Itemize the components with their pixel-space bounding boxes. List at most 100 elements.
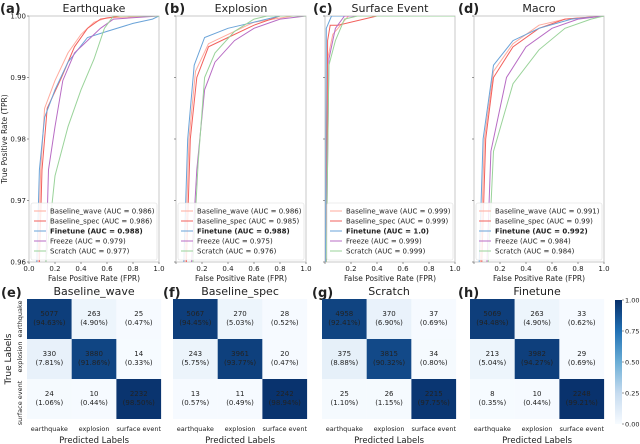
cell-percent: (8.88%) <box>330 359 358 367</box>
confusion-matrix-scratch: (g) Scratch 4958(92.41%) 370(6.90%) 37(0.69%… <box>312 285 456 444</box>
confusion-matrix-finetune: (h) Finetune 5069(94.48%) 263(4.90%) 33(0.62… <box>458 285 639 444</box>
matrix-cell <box>217 339 263 379</box>
x-axis-label: False Positive Rate (FPR) <box>195 274 287 283</box>
x-tick-label: 0.4 <box>75 265 87 273</box>
matrix-cell <box>27 299 72 339</box>
legend: Baseline_wave (AUC = 0.999) Baseline_spec… <box>326 202 454 261</box>
matrix-cell <box>71 339 117 379</box>
legend-entry-finetune: Finetune (AUC = 0.992) <box>495 228 588 236</box>
matrix-cell <box>262 379 308 419</box>
x-tick-label: earthquake <box>177 425 214 433</box>
roc-panel-surface-event: (c) Surface Event 0.2 0.4 0.6 0.8 1.0 False Pos… <box>313 2 461 283</box>
y-tick-label: explosion <box>16 342 24 373</box>
cell-percent: (99.21%) <box>566 399 598 407</box>
x-tick-label: 0.6 <box>101 265 113 273</box>
x-tick-label: 0.8 <box>423 265 434 273</box>
cell-percent: (0.62%) <box>568 319 596 327</box>
roc-curve-freeze <box>191 16 306 262</box>
panel-label: (g) <box>312 286 333 301</box>
cell-percent: (4.90%) <box>80 319 108 327</box>
colorbar: 0.00 0.25 0.50 0.75 1.00 <box>615 297 639 429</box>
legend-entry-baseline_spec: Baseline_spec (AUC = 0.999) <box>346 218 449 226</box>
cell-percent: (91.86%) <box>78 359 110 367</box>
cell-percent: (90.32%) <box>373 359 405 367</box>
legend-entry-scratch: Scratch (AUC = 0.999) <box>346 248 426 256</box>
matrix-cell <box>116 299 162 339</box>
roc-curve-baseline_wave <box>37 16 159 262</box>
x-axis-label: Predicted Labels <box>354 436 425 444</box>
cell-percent: (94.48%) <box>476 319 508 327</box>
matrix-cell <box>366 299 412 339</box>
matrix-cell <box>366 339 412 379</box>
x-tick-label: earthquake <box>326 425 363 433</box>
matrix-cell <box>262 339 308 379</box>
matrix-title: Scratch <box>368 285 410 298</box>
cell-percent: (0.80%) <box>420 359 448 367</box>
colorbar-tick-label: 0.00 <box>625 421 639 429</box>
legend: Baseline_wave (AUC = 0.991) Baseline_spec… <box>475 202 603 261</box>
legend-entry-baseline_spec: Baseline_spec (AUC = 0.985) <box>197 218 300 226</box>
x-tick-label: 0.4 <box>222 265 234 273</box>
cell-count: 263 <box>87 310 100 318</box>
cell-percent: (98.94%) <box>269 399 301 407</box>
cell-percent: (0.33%) <box>125 359 153 367</box>
cell-count: 3961 <box>231 350 249 358</box>
y-axis-label: True Positive Rate (TPR) <box>0 94 9 184</box>
panel-label: (c) <box>313 2 333 17</box>
cell-count: 213 <box>486 350 499 358</box>
matrix-cell <box>366 379 412 419</box>
x-tick-label: 0.6 <box>248 265 260 273</box>
roc-curve-baseline_spec <box>481 16 604 262</box>
legend-entry-finetune: Finetune (AUC = 1.0) <box>346 228 429 236</box>
cell-count: 10 <box>533 390 542 398</box>
x-tick-label: 0.2 <box>49 265 60 273</box>
cell-count: 37 <box>429 310 438 318</box>
legend-entry-baseline_wave: Baseline_wave (AUC = 0.986) <box>50 208 155 216</box>
panel-label: (b) <box>164 2 185 17</box>
matrix-cell <box>411 339 457 379</box>
cell-percent: (92.41%) <box>328 319 360 327</box>
x-tick-label: earthquake <box>474 425 511 433</box>
x-axis-label: False Positive Rate (FPR) <box>493 274 585 283</box>
x-tick-label: 1.0 <box>598 265 609 273</box>
x-tick-label: 0.0 <box>23 265 34 273</box>
cell-count: 26 <box>385 390 394 398</box>
panel-title: Surface Event <box>352 2 430 15</box>
matrix-cell <box>322 379 367 419</box>
x-tick-label: explosion <box>522 425 553 433</box>
x-tick-label: 0.6 <box>546 265 558 273</box>
roc-curve-freeze <box>486 16 604 262</box>
matrix-cell <box>217 299 263 339</box>
confusion-matrix-baseline_wave: (e) Baseline_wave 5077(94.63%) 263(4.90%) 25… <box>1 285 161 444</box>
cell-count: 10 <box>90 390 99 398</box>
cell-count: 33 <box>577 310 586 318</box>
colorbar-tick-label: 1.00 <box>625 297 639 305</box>
x-tick-label: surface event <box>411 425 456 433</box>
matrix-cell <box>411 299 457 339</box>
matrix-cell <box>470 379 515 419</box>
matrix-cell <box>514 299 560 339</box>
roc-curve-baseline_spec <box>325 16 455 262</box>
legend-box <box>326 202 454 261</box>
matrix-cell <box>27 339 72 379</box>
matrix-cell <box>559 379 605 419</box>
panel-title: Earthquake <box>63 2 126 15</box>
cell-count: 8 <box>490 390 494 398</box>
cell-count: 5067 <box>186 310 204 318</box>
cell-percent: (5.75%) <box>181 359 209 367</box>
cell-percent: (0.44%) <box>80 399 108 407</box>
x-tick-label: 0.2 <box>196 265 207 273</box>
matrix-cell <box>71 299 117 339</box>
matrix-cell <box>470 299 515 339</box>
x-tick-label: earthquake <box>31 425 68 433</box>
cell-count: 2215 <box>425 390 443 398</box>
x-tick-label: explosion <box>374 425 405 433</box>
cell-count: 5069 <box>483 310 501 318</box>
cell-count: 375 <box>338 350 351 358</box>
x-axis-label: Predicted Labels <box>502 436 573 444</box>
y-tick-label: 1.00 <box>10 13 26 21</box>
y-tick-label: 0.96 <box>10 259 26 267</box>
cell-count: 2248 <box>573 390 591 398</box>
x-axis-label: Predicted Labels <box>59 436 130 444</box>
colorbar-tick-label: 0.75 <box>625 328 639 336</box>
